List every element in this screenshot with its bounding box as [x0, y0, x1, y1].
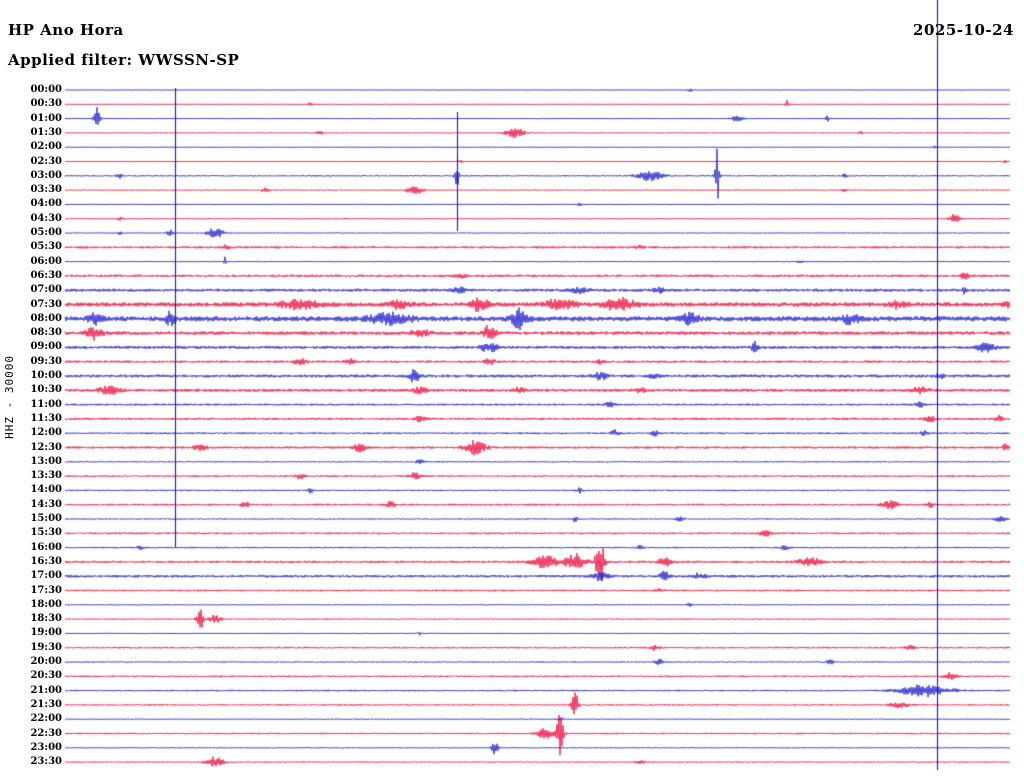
time-label: 03:00 — [30, 169, 62, 181]
y-axis-label: HHZ - 30000 — [3, 355, 16, 439]
time-label: 20:00 — [30, 656, 62, 667]
time-label: 22:00 — [30, 713, 62, 725]
time-label: 07:00 — [30, 284, 62, 296]
time-label: 06:30 — [30, 269, 62, 281]
time-label: 22:30 — [30, 727, 62, 739]
station-title: HP Ano Hora — [8, 21, 124, 39]
time-label: 21:00 — [30, 684, 62, 696]
time-label: 03:30 — [30, 184, 62, 196]
time-label: 09:00 — [30, 341, 62, 353]
time-label: 13:30 — [30, 470, 62, 482]
time-label: 15:30 — [30, 527, 62, 539]
time-label: 16:00 — [30, 541, 62, 553]
time-label: 09:30 — [30, 355, 62, 367]
time-label: 15:00 — [30, 513, 62, 524]
time-label: 06:00 — [30, 255, 62, 267]
time-label: 12:00 — [30, 427, 62, 439]
time-label: 08:00 — [30, 312, 62, 324]
time-label: 00:00 — [30, 84, 62, 95]
time-label: 17:30 — [30, 584, 62, 596]
time-label: 08:30 — [30, 327, 62, 339]
time-label: 05:00 — [30, 227, 62, 238]
time-label: 23:30 — [30, 756, 62, 768]
time-label: 02:00 — [30, 141, 62, 153]
time-label: 17:00 — [30, 570, 62, 582]
time-label: 20:30 — [30, 670, 62, 682]
time-label: 12:30 — [30, 441, 62, 453]
time-label: 05:30 — [30, 241, 62, 253]
time-label: 13:00 — [30, 455, 62, 467]
time-label: 21:30 — [30, 698, 62, 710]
time-label: 18:00 — [30, 598, 62, 610]
time-label: 10:30 — [30, 384, 62, 396]
time-label: 04:00 — [30, 198, 62, 210]
time-label: 11:00 — [30, 398, 62, 410]
time-label: 00:30 — [30, 98, 62, 110]
time-label: 10:00 — [30, 370, 62, 381]
time-label: 18:30 — [30, 613, 62, 625]
time-label: 14:00 — [30, 484, 62, 496]
time-label: 04:30 — [30, 212, 62, 224]
time-label: 01:30 — [30, 126, 62, 138]
time-label: 19:00 — [30, 627, 62, 639]
time-label: 11:30 — [30, 412, 62, 424]
time-label: 19:30 — [30, 641, 62, 653]
time-label: 01:00 — [30, 112, 62, 124]
time-label: 07:30 — [30, 298, 62, 310]
time-label: 14:30 — [30, 498, 62, 510]
time-label: 16:30 — [30, 555, 62, 567]
time-label: 23:00 — [30, 741, 62, 753]
filter-label: Applied filter: WWSSN-SP — [8, 51, 240, 69]
date-label: 2025-10-24 — [913, 21, 1014, 39]
time-label: 02:30 — [30, 155, 62, 167]
